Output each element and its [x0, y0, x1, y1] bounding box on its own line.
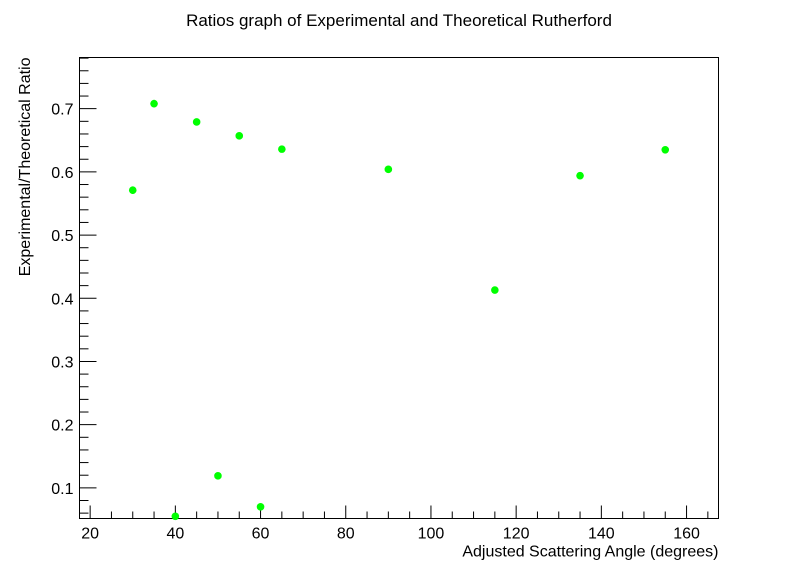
point-marker	[171, 512, 180, 521]
x-tick-label: 80	[337, 526, 355, 543]
point-marker	[192, 118, 201, 126]
point-marker	[235, 132, 244, 140]
y-tick-label: 0.1	[51, 481, 73, 498]
x-tick-label: 60	[252, 526, 270, 543]
y-tick-label: 0.7	[51, 102, 73, 119]
data-points	[128, 99, 670, 521]
point-marker	[576, 171, 584, 180]
chart-title: Ratios graph of Experimental and Theoret…	[186, 11, 612, 30]
x-tick-label: 140	[588, 526, 615, 543]
point-marker	[128, 186, 137, 195]
point-marker	[278, 145, 286, 153]
data-point	[384, 165, 393, 174]
point-marker	[491, 286, 499, 294]
y-tick-label: 0.4	[51, 291, 73, 308]
y-tick-label: 0.2	[51, 418, 73, 435]
data-point	[256, 503, 265, 511]
x-tick-label: 40	[166, 526, 184, 543]
x-tick-label: 20	[81, 526, 99, 543]
point-marker	[214, 472, 222, 480]
point-marker	[384, 165, 393, 174]
data-point	[128, 186, 137, 195]
data-point	[150, 99, 158, 108]
y-axis-label: Experimental/Theoretical Ratio	[17, 57, 34, 276]
x-tick-label: 120	[503, 526, 530, 543]
point-marker	[256, 503, 265, 511]
y-tick-label: 0.5	[51, 228, 73, 245]
data-point	[171, 512, 180, 521]
data-point	[278, 145, 286, 153]
x-axis-label: Adjusted Scattering Angle (degrees)	[462, 544, 718, 561]
data-point	[214, 472, 222, 480]
data-point	[661, 145, 670, 154]
y-axis: 0.1 0.2 0.3 0.4 0.5 0.6 0.7	[51, 57, 97, 514]
point-marker	[150, 99, 158, 108]
point-marker	[661, 145, 670, 154]
x-tick-label: 160	[673, 526, 700, 543]
data-point	[235, 132, 244, 140]
x-tick-label: 100	[418, 526, 445, 543]
data-point	[491, 286, 499, 294]
plot-frame	[79, 57, 719, 519]
y-tick-label: 0.3	[51, 354, 73, 371]
x-axis: 20 40 60 80 100 120 140 160	[81, 505, 709, 543]
y-tick-label: 0.6	[51, 165, 73, 182]
data-point	[192, 118, 201, 126]
data-point	[576, 171, 584, 180]
